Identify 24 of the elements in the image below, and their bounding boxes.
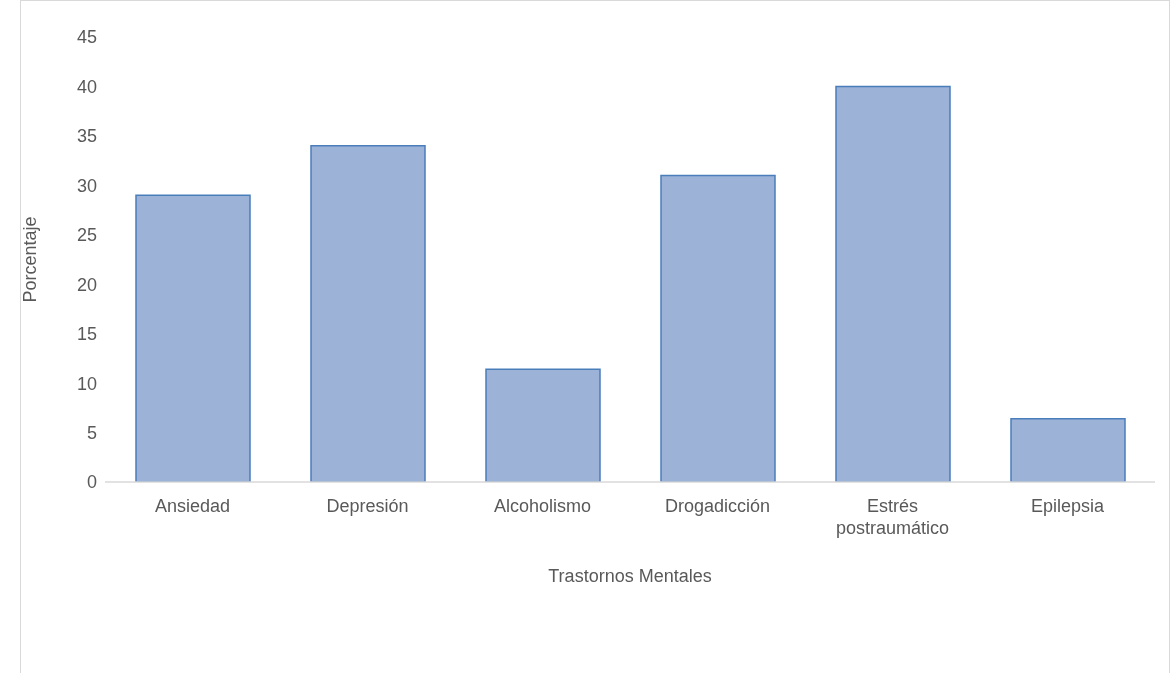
y-axis-title: Porcentaje bbox=[20, 216, 41, 303]
bar bbox=[660, 174, 776, 482]
bar bbox=[485, 368, 601, 482]
y-tick-label: 25 bbox=[76, 225, 97, 246]
bar bbox=[135, 194, 251, 482]
y-tick-label: 30 bbox=[76, 175, 97, 196]
x-tick-label: Ansiedad bbox=[154, 496, 231, 516]
y-tick-label: 15 bbox=[76, 324, 97, 345]
x-tick-label: Alcoholismo bbox=[493, 496, 592, 516]
y-tick-label: 45 bbox=[76, 27, 97, 48]
y-tick-label: 0 bbox=[86, 472, 97, 493]
y-tick-label: 10 bbox=[76, 373, 97, 394]
y-tick-label: 20 bbox=[76, 274, 97, 295]
bar bbox=[310, 145, 426, 482]
x-axis-title: Trastornos Mentales bbox=[548, 566, 712, 586]
y-tick-label: 40 bbox=[76, 76, 97, 97]
y-tick-label: 5 bbox=[86, 422, 97, 443]
y-tick-label: 35 bbox=[76, 126, 97, 147]
x-tick-label: Epilepsia bbox=[1030, 496, 1106, 516]
bar bbox=[835, 85, 951, 482]
x-tick-label: Depresión bbox=[326, 496, 409, 516]
x-tick-label: Drogadicción bbox=[664, 496, 771, 516]
bar bbox=[1010, 417, 1126, 482]
x-tick-label: Estrés postraumático bbox=[835, 496, 950, 538]
